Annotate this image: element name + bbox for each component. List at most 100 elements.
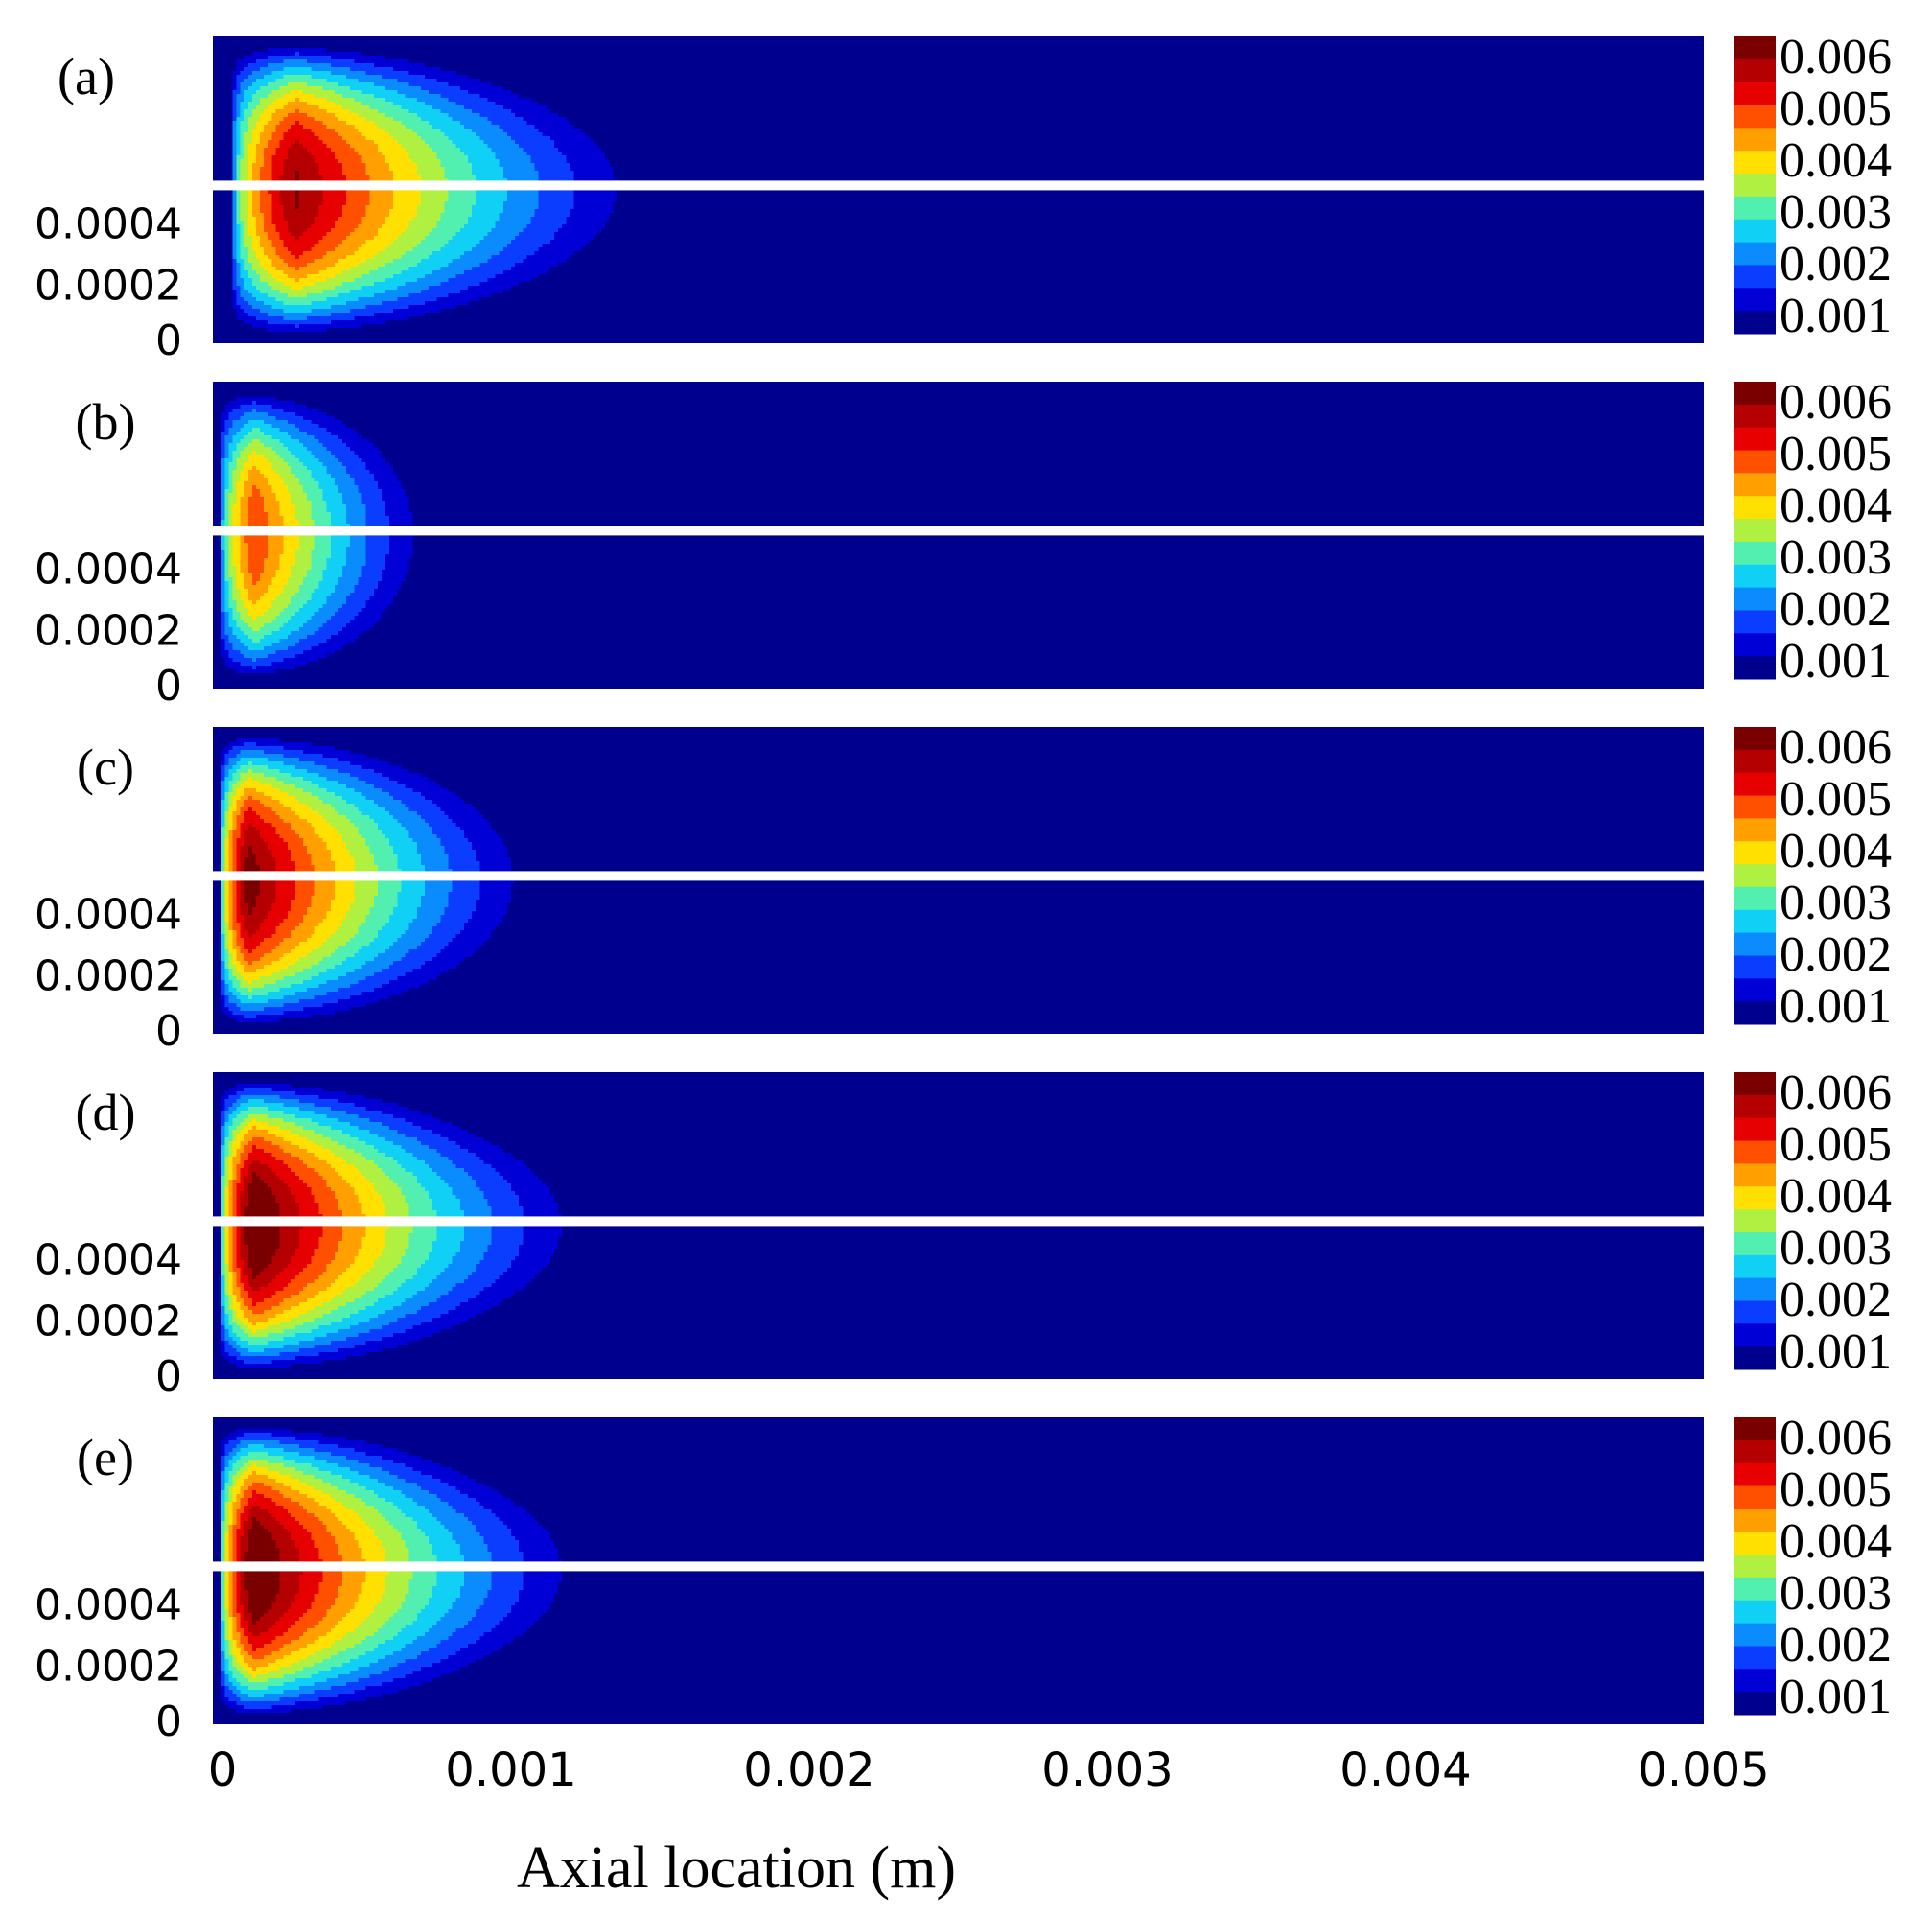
colorbar-tick-label: 0.006 [1780, 1411, 1892, 1465]
colorbar-band [1734, 382, 1776, 406]
colorbar-band [1734, 818, 1776, 842]
colorbar-band [1734, 1532, 1776, 1555]
colorbar-band [1734, 404, 1776, 429]
colorbar-band [1734, 1485, 1776, 1509]
colorbar-band [1734, 656, 1776, 680]
colorbar-tick-label: 0.004 [1780, 133, 1892, 188]
colorbar-band [1734, 1509, 1776, 1532]
colorbar-band [1734, 886, 1776, 911]
colorbar-band [1734, 311, 1776, 335]
colorbar-band [1734, 1231, 1776, 1256]
colorbar-tick-label: 0.003 [1780, 876, 1892, 930]
y-tick-label: 0.0002 [35, 606, 182, 655]
y-tick-label: 0.0002 [35, 261, 182, 310]
colorbar-band [1734, 82, 1776, 106]
panel-a: (a)0.00040.000200.0060.0050.0040.0030.00… [35, 30, 1892, 365]
colorbar-tick-label: 0.003 [1780, 185, 1892, 240]
colorbar-band [1734, 151, 1776, 175]
panel-label: (c) [77, 738, 134, 796]
colorbar-band [1734, 288, 1776, 312]
colorbar-tick-label: 0.005 [1780, 82, 1892, 136]
y-tick-label: 0.0004 [35, 1580, 182, 1629]
colorbar-band [1734, 1623, 1776, 1647]
colorbar-band [1734, 1094, 1776, 1119]
colorbar-band [1734, 978, 1776, 1002]
colorbar-band [1734, 610, 1776, 634]
colorbar-tick-label: 0.004 [1780, 1169, 1892, 1224]
colorbar-band [1734, 1346, 1776, 1370]
y-tick-label: 0 [155, 1352, 182, 1401]
panels-group: (a)0.00040.000200.0060.0050.0040.0030.00… [35, 30, 1892, 1746]
colorbar-tick-label: 0.004 [1780, 1514, 1892, 1569]
colorbar-tick-label: 0.005 [1780, 1117, 1892, 1172]
colorbar-tick-label: 0.001 [1780, 1324, 1892, 1379]
y-tick-label: 0.0004 [35, 1235, 182, 1284]
colorbar-band [1734, 1669, 1776, 1693]
y-tick-label: 0.0002 [35, 1297, 182, 1345]
colorbar-band [1734, 196, 1776, 221]
colorbar-band [1734, 1186, 1776, 1210]
x-tick-label: 0.001 [445, 1743, 576, 1797]
colorbar-tick-label: 0.006 [1780, 30, 1892, 84]
x-tick-label: 0.003 [1041, 1743, 1173, 1797]
colorbar-band [1734, 864, 1776, 888]
colorbar-band [1734, 1163, 1776, 1187]
x-tick-label: 0.002 [743, 1743, 874, 1797]
colorbar-band [1734, 450, 1776, 474]
colorbar-band [1734, 1323, 1776, 1347]
colorbar-band [1734, 772, 1776, 797]
colorbar-band [1734, 1277, 1776, 1301]
colorbar-band [1734, 749, 1776, 774]
colorbar-band [1734, 587, 1776, 611]
colorbar-band [1734, 541, 1776, 566]
colorbar-band [1734, 58, 1776, 83]
colorbar-band [1734, 1577, 1776, 1602]
mid-plane-divider [203, 526, 1713, 536]
colorbar-band [1734, 1209, 1776, 1233]
colorbar-band [1734, 219, 1776, 244]
colorbar-band [1734, 1300, 1776, 1324]
colorbar-tick-label: 0.002 [1780, 582, 1892, 637]
colorbar-band [1734, 909, 1776, 934]
colorbar-band [1734, 105, 1776, 129]
panel-e: (e)0.00040.000200.0060.0050.0040.0030.00… [35, 1411, 1892, 1746]
colorbar-tick-label: 0.001 [1780, 979, 1892, 1034]
y-tick-label: 0 [155, 662, 182, 711]
colorbar-tick-label: 0.005 [1780, 772, 1892, 827]
colorbar-band [1734, 174, 1776, 198]
colorbar-band [1734, 564, 1776, 589]
colorbar-tick-label: 0.004 [1780, 824, 1892, 878]
colorbar-band [1734, 1692, 1776, 1716]
mid-plane-divider [203, 871, 1713, 881]
colorbar-band [1734, 955, 1776, 979]
colorbar-band [1734, 1417, 1776, 1441]
colorbar-band [1734, 633, 1776, 657]
colorbar-band [1734, 265, 1776, 289]
mid-plane-divider [203, 1216, 1713, 1227]
panel-label: (d) [76, 1084, 136, 1141]
x-tick-label: 0 [208, 1743, 238, 1797]
colorbar-tick-label: 0.001 [1780, 1670, 1892, 1724]
colorbar-band [1734, 1072, 1776, 1096]
colorbar-band [1734, 932, 1776, 956]
y-tick-label: 0.0004 [35, 545, 182, 594]
colorbar-tick-label: 0.001 [1780, 289, 1892, 343]
colorbar-tick-label: 0.002 [1780, 1273, 1892, 1327]
colorbar-tick-label: 0.003 [1780, 1221, 1892, 1275]
colorbar-tick-label: 0.004 [1780, 479, 1892, 533]
x-tick-label: 0.004 [1339, 1743, 1471, 1797]
colorbar-band [1734, 1600, 1776, 1625]
colorbar-band [1734, 841, 1776, 865]
colorbar-tick-label: 0.002 [1780, 927, 1892, 982]
colorbar-band [1734, 473, 1776, 497]
colorbar-tick-label: 0.003 [1780, 530, 1892, 585]
colorbar-band [1734, 1117, 1776, 1142]
y-tick-label: 0.0004 [35, 199, 182, 248]
panel-d: (d)0.00040.000200.0060.0050.0040.0030.00… [35, 1065, 1892, 1401]
colorbar-band [1734, 496, 1776, 520]
colorbar-band [1734, 1001, 1776, 1025]
